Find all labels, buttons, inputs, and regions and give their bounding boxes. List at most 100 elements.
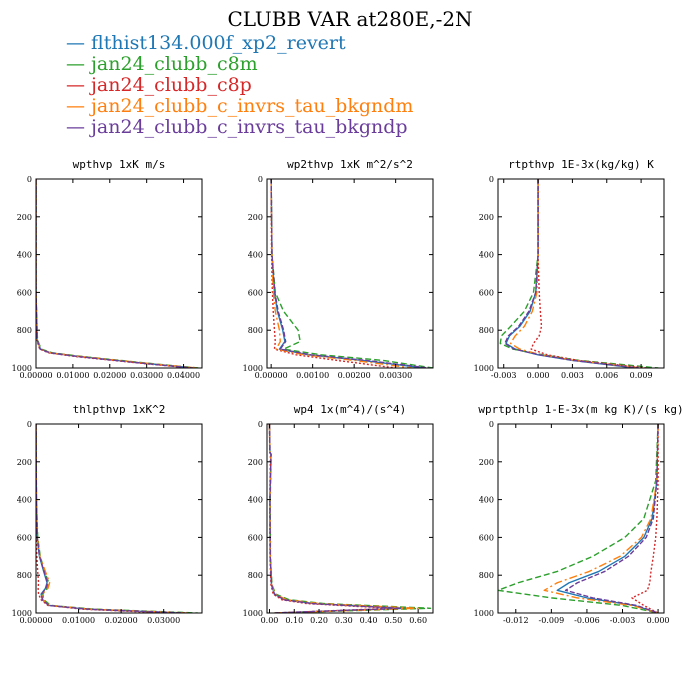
x-tick-label: 0.04000 bbox=[167, 371, 200, 380]
y-tick-label: 200 bbox=[479, 458, 494, 467]
y-tick-label: 800 bbox=[248, 571, 263, 580]
x-tick-label: 0.03000 bbox=[147, 616, 180, 625]
x-tick-label: -0.006 bbox=[574, 616, 600, 625]
y-tick-label: 600 bbox=[17, 533, 32, 542]
plot-frame bbox=[35, 423, 203, 614]
series-line bbox=[268, 424, 402, 613]
y-tick-label: 400 bbox=[479, 496, 494, 505]
plot-frame bbox=[497, 423, 665, 614]
y-tick-label: 600 bbox=[479, 288, 494, 297]
panel-title: wpthvp 1xK m/s bbox=[73, 158, 166, 171]
y-tick-label: 1000 bbox=[474, 364, 494, 373]
x-tick-label: 0.10 bbox=[285, 616, 303, 625]
y-tick-label: 600 bbox=[17, 288, 32, 297]
plot-frame bbox=[497, 178, 665, 369]
y-tick-label: 0 bbox=[489, 175, 494, 184]
chart-panels: wpthvp 1xK m/s0.00000 0.01000 0.02000 0.030… bbox=[12, 158, 684, 625]
x-tick-label: 0.01000 bbox=[56, 371, 89, 380]
x-tick-label: 0.02000 bbox=[105, 616, 138, 625]
series-line bbox=[631, 424, 659, 613]
legend-item: — jan24_clubb_c_invrs_tau_bkgndm bbox=[66, 95, 413, 117]
y-tick-label: 800 bbox=[248, 326, 263, 335]
y-tick-label: 400 bbox=[248, 496, 263, 505]
y-tick-label: 800 bbox=[479, 571, 494, 580]
x-tick-label: 0.00100 bbox=[296, 371, 329, 380]
y-tick-label: 1000 bbox=[243, 364, 263, 373]
y-tick-label: 600 bbox=[248, 533, 263, 542]
x-tick-label: -0.009 bbox=[539, 616, 565, 625]
x-tick-label: 0.01000 bbox=[62, 616, 95, 625]
chart-panel: thlpthvp 1xK^2 0.00000 0.01000 0.02000 0.030… bbox=[12, 403, 203, 625]
y-tick-label: 400 bbox=[479, 251, 494, 260]
x-tick-label: 0.03000 bbox=[130, 371, 163, 380]
panel-title: wp4 1x(m^4)/(s^4) bbox=[294, 403, 407, 416]
y-tick-label: 0 bbox=[27, 420, 32, 429]
x-tick-label: 0.003 bbox=[561, 371, 584, 380]
series-line bbox=[36, 424, 185, 613]
x-tick-label: 0.30 bbox=[335, 616, 353, 625]
x-tick-label: -0.003 bbox=[491, 371, 517, 380]
x-tick-label: 0.50 bbox=[384, 616, 402, 625]
y-tick-label: 0 bbox=[258, 420, 263, 429]
series-line bbox=[498, 424, 659, 613]
y-tick-label: 1000 bbox=[243, 609, 263, 618]
y-tick-label: 800 bbox=[17, 326, 32, 335]
series-line bbox=[499, 179, 659, 368]
y-tick-label: 400 bbox=[17, 496, 32, 505]
plot-frame bbox=[266, 423, 434, 614]
x-tick-label: 0.60 bbox=[409, 616, 427, 625]
panel-title: thlpthvp 1xK^2 bbox=[73, 403, 166, 416]
x-tick-label: 0.20 bbox=[310, 616, 328, 625]
y-tick-label: 200 bbox=[479, 213, 494, 222]
y-tick-label: 1000 bbox=[12, 364, 32, 373]
y-tick-label: 200 bbox=[248, 213, 263, 222]
x-tick-label: -0.003 bbox=[610, 616, 636, 625]
plot-frame bbox=[266, 178, 434, 369]
x-tick-label: 0.00300 bbox=[379, 371, 412, 380]
x-tick-label: 0.00 bbox=[261, 616, 279, 625]
y-tick-label: 800 bbox=[17, 571, 32, 580]
series-group bbox=[498, 424, 659, 613]
chart-panel: rtpthvp 1E-3x(kg/kg) K -0.003 0.000 0.003 0.… bbox=[474, 158, 665, 380]
series-group bbox=[268, 424, 432, 613]
legend-item: — jan24_clubb_c8p bbox=[66, 74, 252, 96]
panel-title: wp2thvp 1xK m^2/s^2 bbox=[287, 158, 413, 171]
series-line bbox=[556, 424, 659, 613]
x-tick-label: 0.000 bbox=[527, 371, 550, 380]
y-tick-label: 0 bbox=[489, 420, 494, 429]
y-tick-label: 600 bbox=[479, 533, 494, 542]
y-tick-label: 400 bbox=[17, 251, 32, 260]
legend-item: — jan24_clubb_c_invrs_tau_bkgndp bbox=[66, 116, 408, 138]
series-group bbox=[270, 179, 433, 368]
series-line bbox=[270, 179, 396, 368]
series-line bbox=[36, 424, 198, 613]
x-tick-label: 0.40 bbox=[360, 616, 378, 625]
x-tick-label: 0.009 bbox=[630, 371, 653, 380]
series-line bbox=[543, 424, 659, 613]
chart-panel: wprtpthlp 1-E-3x(m kg K)/(s kg) -0.012 -0.… bbox=[474, 403, 684, 625]
x-tick-label: -0.012 bbox=[503, 616, 529, 625]
y-tick-label: 200 bbox=[17, 458, 32, 467]
figure-title: CLUBB VAR at280E,-2N bbox=[227, 7, 472, 31]
series-line bbox=[270, 179, 429, 368]
y-tick-label: 1000 bbox=[12, 609, 32, 618]
x-tick-label: 0.00000 bbox=[255, 371, 288, 380]
x-tick-label: 0.000 bbox=[647, 616, 670, 625]
series-group bbox=[36, 424, 198, 613]
panel-title: rtpthvp 1E-3x(kg/kg) K bbox=[508, 158, 654, 171]
y-tick-label: 0 bbox=[27, 175, 32, 184]
x-tick-label: 0.00000 bbox=[19, 616, 52, 625]
chart-panel: wp2thvp 1xK m^2/s^2 0.00000 0.00100 0.00200… bbox=[243, 158, 434, 380]
panel-title: wprtpthlp 1-E-3x(m kg K)/(s kg) bbox=[478, 403, 683, 416]
y-tick-label: 1000 bbox=[474, 609, 494, 618]
y-tick-label: 200 bbox=[17, 213, 32, 222]
series-line bbox=[268, 424, 419, 613]
series-line bbox=[36, 424, 168, 613]
legend: — flthist134.000f_xp2_revert— jan24_club… bbox=[66, 32, 413, 138]
y-tick-label: 0 bbox=[258, 175, 263, 184]
chart-panel: wpthvp 1xK m/s 0.00000 0.01000 0.02000 0.030… bbox=[12, 158, 203, 380]
legend-item: — jan24_clubb_c8m bbox=[66, 53, 258, 75]
x-tick-label: 0.00000 bbox=[19, 371, 52, 380]
